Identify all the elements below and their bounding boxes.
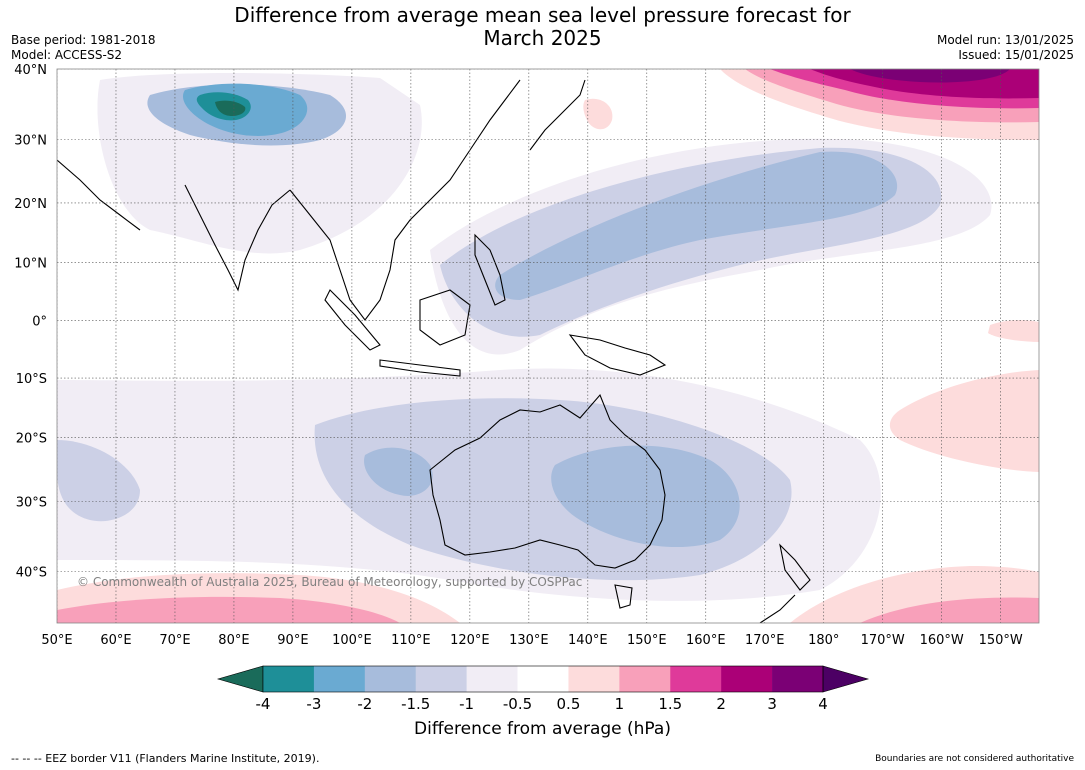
issued-date: Issued: 15/01/2025: [958, 48, 1074, 62]
longitude-label: 60°E: [100, 633, 131, 648]
longitude-label: 50°E: [41, 633, 72, 648]
coastline-philippines: [474, 233, 506, 306]
meta-left: Base period: 1981-2018 Model: ACCESS-S2: [11, 33, 156, 63]
anomaly-region-small-positive-japan: [583, 98, 613, 130]
colorbar-tick-label: 3: [767, 695, 777, 713]
copyright-text: © Commonwealth of Australia 2025, Bureau…: [77, 575, 582, 589]
colorbar-tick-label: 0.5: [557, 695, 581, 713]
title-line-1: Difference from average mean sea level p…: [234, 3, 851, 27]
longitude-label: 110°E: [391, 633, 431, 648]
colorbar-label: Difference from average (hPa): [414, 719, 671, 739]
graticule: [57, 69, 1039, 623]
colorbar-tick-label: -1: [459, 695, 474, 713]
map-frame: [56, 68, 1040, 624]
latitude-label: 40°N: [14, 63, 47, 78]
coastline-borneo: [419, 289, 471, 346]
longitude-label: 130°E: [509, 633, 549, 648]
colorbar-swatch: [263, 666, 315, 692]
latitude-label: 30°N: [14, 133, 47, 148]
coastline-new-guinea: [568, 334, 667, 376]
longitude-label: 160°W: [920, 633, 964, 648]
latitude-label: 10°N: [14, 257, 47, 272]
longitude-label: 120°E: [450, 633, 490, 648]
model-name: Model: ACCESS-S2: [11, 48, 123, 62]
map-title: Difference from average mean sea level p…: [0, 4, 1085, 50]
coastline-japan: [529, 79, 586, 151]
latitude-label: 10°S: [16, 372, 47, 387]
latitude-label: 20°N: [14, 197, 47, 212]
colorbar-tick-label: -3: [306, 695, 321, 713]
colorbar-swatch: [619, 666, 671, 692]
colorbar-tick-label: 1.5: [658, 695, 682, 713]
longitude-label: 160°E: [686, 633, 726, 648]
longitude-labels: 50°E 60°E 70°E 80°E 90°E 100°E 110°E 120°E 130°E…: [41, 633, 1023, 648]
coastline-sumatra: [324, 289, 381, 351]
colorbar-swatch: [772, 666, 824, 692]
colorbar-swatch: [670, 666, 722, 692]
anomaly-region-moderate-negative-australia: [551, 445, 740, 548]
eez-border-note: -- -- -- EEZ border V11 (Flanders Marine…: [11, 752, 320, 765]
longitude-label: 70°E: [159, 633, 190, 648]
longitude-label: 150°W: [979, 633, 1023, 648]
coastline-australia: [429, 393, 666, 569]
anomaly-region-positive-central-pacific: [889, 370, 1039, 472]
anomaly-field: [57, 69, 1039, 623]
coastline-southeast-asia: [289, 79, 521, 321]
coastline-tasmania: [614, 584, 633, 609]
latitude-label: 40°S: [16, 566, 47, 581]
colorbar: -4 -3 -2 -1.5 -1 -0.5 0.5 1 1.5 2 3 4: [216, 665, 870, 713]
coastline-new-zealand: [759, 543, 811, 623]
colorbar-swatch: [415, 666, 467, 692]
colorbar-tick-label: -4: [256, 695, 271, 713]
anomaly-region-moderate-positive-southern-ocean-west: [57, 596, 400, 623]
latitude-label: 0°: [32, 314, 47, 329]
coastline-india: [184, 184, 291, 292]
meta-right: Model run: 13/01/2025 Issued: 15/01/2025: [937, 33, 1074, 63]
colorbar-tick-label: -1.5: [401, 695, 430, 713]
base-period: Base period: 1981-2018: [11, 33, 156, 47]
latitude-labels: 40°N 30°N 20°N 10°N 0° 10°S 20°S 30°S 40°S: [14, 63, 47, 581]
anomaly-region-negative-indian-ocean: [57, 440, 140, 522]
colorbar-swatch: [568, 666, 620, 692]
colorbar-tick-label: 1: [615, 695, 625, 713]
longitude-label: 170°E: [745, 633, 785, 648]
latitude-label: 20°S: [16, 432, 47, 447]
colorbar-tick-label: -2: [357, 695, 372, 713]
longitude-label: 80°E: [218, 633, 249, 648]
title-line-2: March 2025: [483, 26, 602, 50]
anomaly-region-very-strong-positive-north: [850, 69, 1010, 83]
anomaly-region-moderate-negative-pacific: [495, 151, 898, 300]
anomaly-region-extreme-negative-himalaya: [215, 100, 246, 116]
coastlines: [57, 79, 811, 623]
boundaries-disclaimer: Boundaries are not considered authoritat…: [875, 754, 1074, 764]
longitude-label: 180°: [808, 633, 839, 648]
colorbar-swatch: [466, 666, 518, 692]
longitude-label: 100°E: [332, 633, 372, 648]
colorbar-tick-label: 2: [716, 695, 726, 713]
colorbar-swatch: [364, 666, 417, 692]
colorbar-outline: [262, 665, 824, 693]
colorbar-extension-high: [822, 665, 870, 693]
model-run: Model run: 13/01/2025: [936, 33, 1074, 47]
colorbar-extension-low: [216, 665, 264, 693]
colorbar-tick-label: -0.5: [503, 695, 532, 713]
colorbar-swatch: [313, 666, 366, 692]
latitude-label: 30°S: [16, 495, 47, 510]
coastline-java: [379, 359, 461, 377]
longitude-label: 140°E: [568, 633, 608, 648]
colorbar-tick-label: 4: [818, 695, 828, 713]
longitude-label: 170°W: [861, 633, 905, 648]
anomaly-region-moderate-negative-west-australia: [364, 447, 433, 496]
anomaly-region-moderate-positive-southern-ocean-east: [860, 597, 1039, 623]
coastline-arabia: [57, 159, 141, 231]
colorbar-swatch: [517, 666, 569, 692]
colorbar-swatch: [721, 666, 773, 692]
longitude-label: 150°E: [627, 633, 667, 648]
longitude-label: 90°E: [277, 633, 308, 648]
